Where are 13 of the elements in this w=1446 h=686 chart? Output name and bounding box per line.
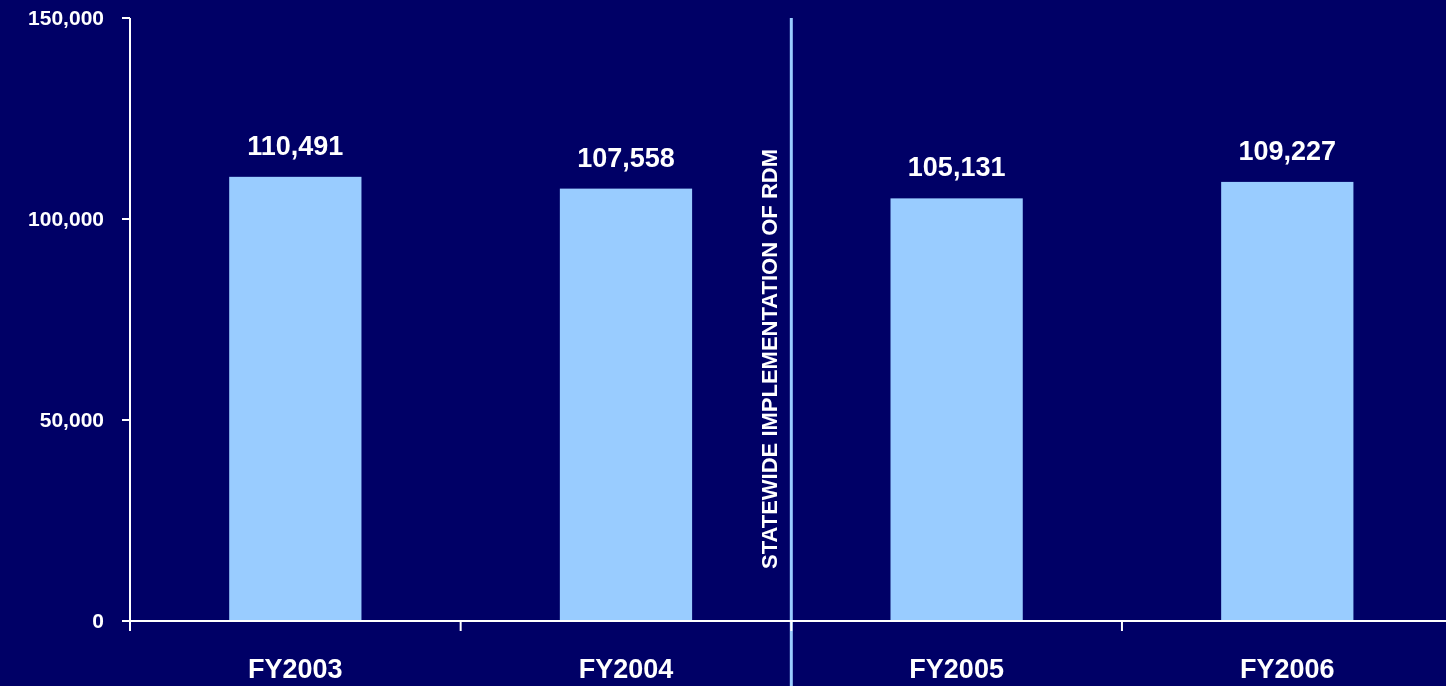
ref-line-label: STATEWIDE IMPLEMENTATION OF RDM xyxy=(757,149,783,569)
y-tick-label: 150,000 xyxy=(28,6,104,30)
x-tick-label: FY2003 xyxy=(248,654,343,684)
x-tick-label: FY2005 xyxy=(909,654,1004,684)
y-tick-label: 100,000 xyxy=(28,207,104,231)
x-tick-label: FY2004 xyxy=(578,654,674,684)
data-label: 109,227 xyxy=(1238,135,1337,166)
y-tick-label: 50,000 xyxy=(39,408,104,432)
data-label: 107,558 xyxy=(577,142,675,173)
data-label: 110,491 xyxy=(247,130,344,161)
data-label: 105,131 xyxy=(907,152,1006,183)
x-tick-label: FY2006 xyxy=(1240,654,1335,684)
y-tick-label: 0 xyxy=(92,609,104,633)
